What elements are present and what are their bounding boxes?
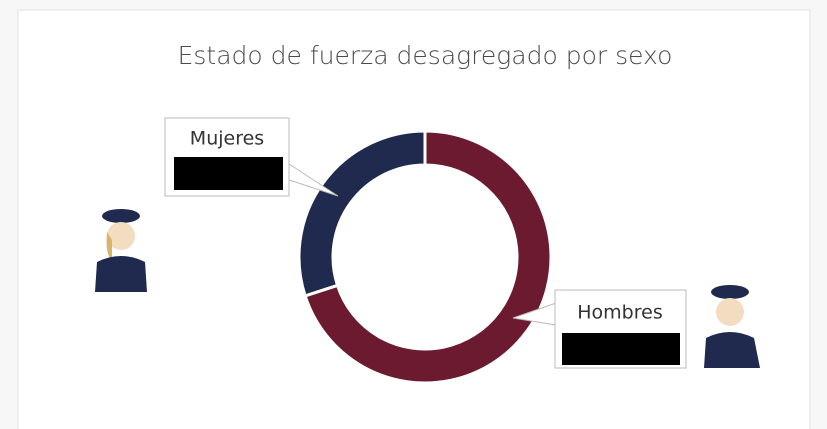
- redacted: [174, 157, 283, 190]
- icon-man: [704, 285, 760, 368]
- redacted: [562, 333, 680, 365]
- chart-title: Estado de fuerza desagregado por sexo: [178, 41, 673, 70]
- donut: [297, 129, 553, 385]
- category-label: Mujeres: [190, 128, 264, 150]
- donut-segment: [303, 129, 553, 385]
- icon-woman: [95, 209, 147, 292]
- category-label: Hombres: [577, 302, 662, 324]
- callout-mujeres: Mujeres: [164, 117, 339, 197]
- callout-hombres: Hombres: [512, 289, 687, 369]
